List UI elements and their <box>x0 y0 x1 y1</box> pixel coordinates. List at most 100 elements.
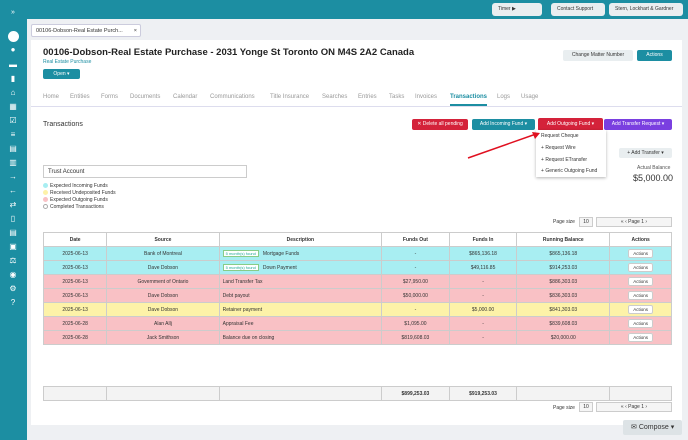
source-cell: Jack Smithson <box>106 330 220 345</box>
empty-row <box>44 373 672 387</box>
file-icon[interactable]: ▯ <box>10 214 16 223</box>
copy-icon[interactable]: ▣ <box>9 242 17 251</box>
row-actions-button[interactable]: Actions <box>628 290 654 300</box>
actions-button[interactable]: Actions <box>637 50 672 61</box>
menu-item-request-cheque[interactable]: Request Cheque <box>541 133 579 139</box>
arrow-right-icon[interactable]: → <box>9 172 17 181</box>
settings-icon[interactable]: ⚙ <box>9 284 17 293</box>
report-icon[interactable]: ▤ <box>9 228 17 237</box>
table-row[interactable]: 2025-06-13 Dave Dobson 5 month(s) found Dow… <box>42 260 672 275</box>
balance-cell: $914,253.03 <box>516 260 611 275</box>
tab-title-insurance[interactable]: Title Insurance <box>270 94 310 100</box>
column-header: Source <box>106 232 220 247</box>
row-actions-button[interactable]: Actions <box>628 304 654 314</box>
actions-cell: Actions <box>609 288 672 303</box>
tab-invoices[interactable]: Invoices <box>415 94 438 100</box>
tab-usage[interactable]: Usage <box>521 94 539 100</box>
empty-cell <box>382 345 450 359</box>
change-matter-number-button[interactable]: Change Matter Number <box>563 50 633 61</box>
pagination-bottom[interactable]: « ‹ Page 1 › <box>596 402 672 412</box>
arrow-left-icon[interactable]: ← <box>9 186 17 195</box>
row-actions-button[interactable]: Actions <box>628 332 654 342</box>
home-icon[interactable]: ⌂ <box>10 88 16 97</box>
list-icon[interactable]: ≡ <box>10 130 16 139</box>
match-badge[interactable]: 5 month(s) found <box>222 263 259 271</box>
empty-cell <box>219 345 382 359</box>
empty-cell <box>44 359 107 373</box>
table-row[interactable]: 2025-06-13 Government of Ontario Land Tran… <box>42 274 672 289</box>
pagination[interactable]: « ‹ Page 1 › <box>596 217 672 227</box>
row-actions-button[interactable]: Actions <box>628 276 654 286</box>
expand-icon[interactable]: » <box>11 9 15 16</box>
add-transfer-button[interactable]: + Add Transfer ▾ <box>619 148 672 158</box>
tab-entries[interactable]: Entries <box>358 94 377 100</box>
menu-item-request-etransfer[interactable]: + Request ETransfer <box>541 157 588 163</box>
contact-support-button[interactable]: Contact Support <box>551 3 605 16</box>
calendar-icon[interactable]: ▦ <box>9 102 17 111</box>
bank-icon[interactable]: ▥ <box>9 158 17 167</box>
tab-communications[interactable]: Communications <box>210 94 255 100</box>
folder-icon[interactable]: ▬ <box>9 60 17 69</box>
column-header: Running Balance <box>516 232 611 247</box>
match-badge[interactable]: 5 month(s) found <box>222 249 259 257</box>
actual-balance-value: $5,000.00 <box>633 173 674 183</box>
tab-transactions[interactable]: Transactions <box>450 94 488 100</box>
empty-cell <box>517 359 610 373</box>
table-row[interactable]: 2025-06-13 Dave Dobson Retainer payment - $5… <box>42 302 672 317</box>
building-icon[interactable]: ▮ <box>10 74 16 83</box>
user-icon[interactable]: ◉ <box>9 270 17 279</box>
transfer-icon[interactable]: ⇄ <box>9 200 17 209</box>
row-actions-button[interactable]: Actions <box>628 262 654 272</box>
tab-calendar[interactable]: Calendar <box>173 94 198 100</box>
tab-tasks[interactable]: Tasks <box>389 94 405 100</box>
dashboard-icon[interactable] <box>8 31 19 42</box>
page-size-select[interactable]: 10 <box>579 217 593 227</box>
column-header: Funds In <box>448 232 518 247</box>
table-row[interactable]: 2025-06-28 Alan Allj Appraisal Fee $1,095.0… <box>42 316 672 331</box>
tab-logs[interactable]: Logs <box>497 94 511 100</box>
menu-item-request-wire[interactable]: + Request Wire <box>541 145 576 151</box>
help-icon[interactable]: ? <box>10 298 16 307</box>
tab-home[interactable]: Home <box>43 94 60 100</box>
tab-forms[interactable]: Forms <box>101 94 118 100</box>
table-row[interactable]: 2025-06-13 Dave Dobson Debt payout $50,000.… <box>42 288 672 303</box>
empty-cell <box>382 373 450 387</box>
empty-cell <box>610 373 672 387</box>
table-row[interactable]: 2025-06-13 Bank of Montreal 5 month(s) fou… <box>42 246 672 261</box>
add-transfer-request-button[interactable]: Add Transfer Request ▾ <box>604 119 672 130</box>
tab-searches[interactable]: Searches <box>322 94 348 100</box>
matter-type[interactable]: Real Estate Purchase <box>43 59 92 65</box>
compose-button[interactable]: ✉ Compose ▾ <box>623 420 682 435</box>
page-size-select-bottom[interactable]: 10 <box>579 402 593 412</box>
delete-pending-button[interactable]: ✕ Delete all pending <box>412 119 468 130</box>
menu-item-generic-outgoing[interactable]: + Generic Outgoing Fund <box>541 168 598 174</box>
total-blank <box>218 386 383 401</box>
close-icon[interactable]: × <box>133 28 137 34</box>
timer-button[interactable]: Timer ▶ <box>492 3 542 16</box>
add-outgoing-fund-button[interactable]: Add Outgoing Fund ▾ <box>538 118 603 131</box>
scale-icon[interactable]: ⚖ <box>9 256 17 265</box>
empty-cell <box>219 359 382 373</box>
trust-account-select[interactable]: Trust Account <box>43 165 247 178</box>
funds-out-cell: - <box>381 246 450 261</box>
source-cell: Bank of Montreal <box>106 246 220 261</box>
tasks-icon[interactable]: ☑ <box>9 116 17 125</box>
funds-in-cell: $49,116.85 <box>448 260 518 275</box>
row-actions-button[interactable]: Actions <box>628 248 654 258</box>
actions-cell: Actions <box>609 316 672 331</box>
add-incoming-fund-button[interactable]: Add Incoming Fund ▾ <box>472 119 535 130</box>
empty-cell <box>517 373 610 387</box>
funds-in-cell: $865,136.18 <box>448 246 518 261</box>
firm-profile[interactable]: Stern, Lockhart & Gardner <box>609 3 683 16</box>
page-title: 00106-Dobson-Real Estate Purchase - 2031… <box>43 47 415 58</box>
description-cell: 5 month(s) found Mortgage Funds <box>218 246 383 261</box>
tab-entities[interactable]: Entities <box>70 94 90 100</box>
section-heading: Transactions <box>43 121 83 128</box>
document-icon[interactable]: ▤ <box>9 144 17 153</box>
matter-tab[interactable]: 00106-Dobson-Real Estate Purch... × <box>31 24 141 37</box>
users-icon[interactable]: ● <box>10 45 16 54</box>
row-actions-button[interactable]: Actions <box>628 318 654 328</box>
tab-documents[interactable]: Documents <box>130 94 161 100</box>
table-row[interactable]: 2025-06-28 Jack Smithson Balance due on cl… <box>42 330 672 345</box>
status-dropdown[interactable]: Open ▾ <box>43 69 80 79</box>
